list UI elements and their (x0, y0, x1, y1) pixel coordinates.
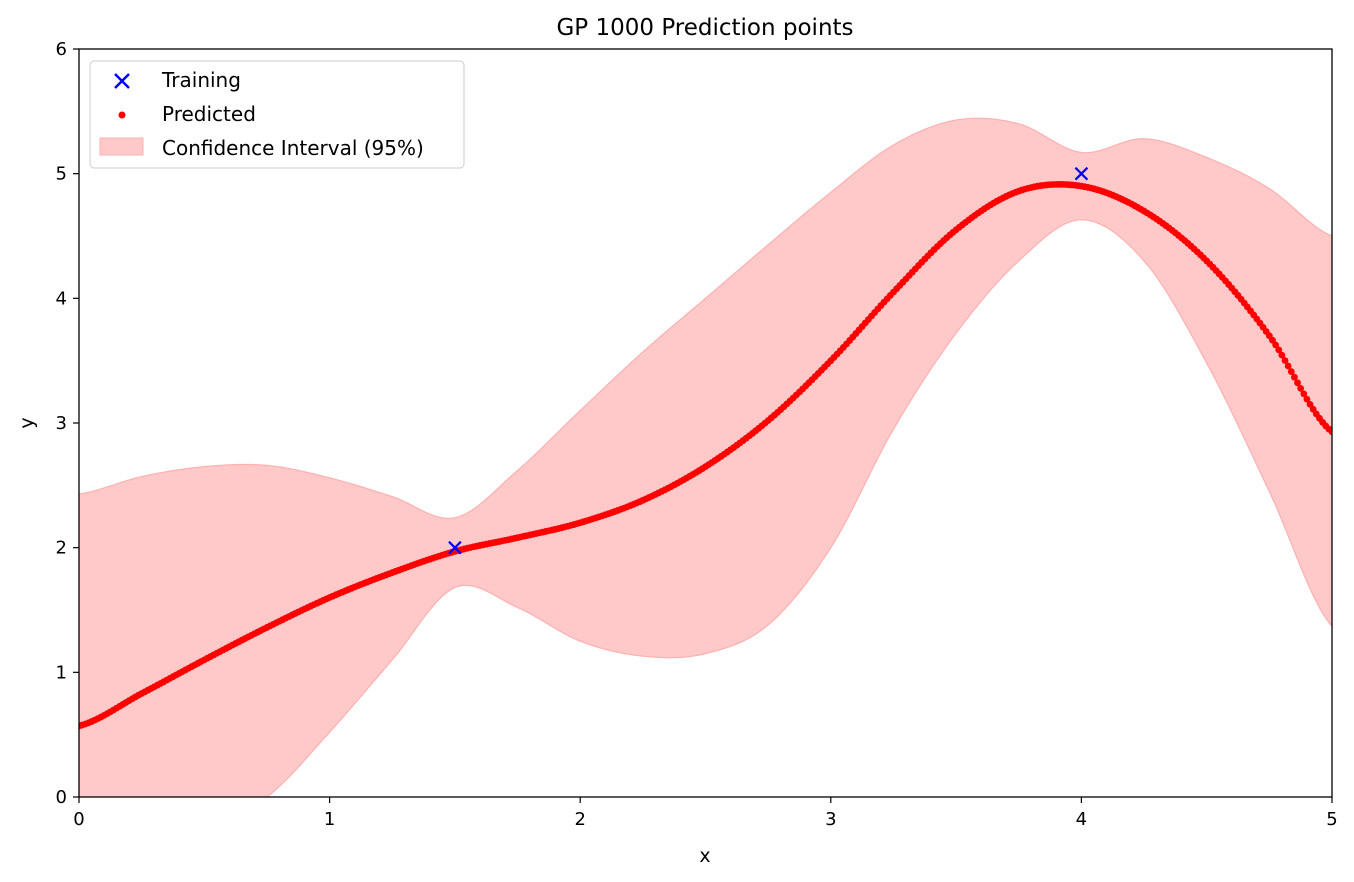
chart-title: GP 1000 Prediction points (556, 15, 853, 41)
training-point (448, 540, 462, 555)
predicted-point (1291, 373, 1298, 381)
x-ticks: 0 1 2 3 4 5 (73, 797, 1338, 830)
predicted-points-layer (79, 180, 1332, 730)
x-tick-label: 4 (1076, 809, 1087, 830)
x-tick-label: 2 (574, 809, 585, 830)
legend-predicted-label: Predicted (162, 102, 256, 126)
x-tick-label: 1 (324, 809, 335, 830)
y-tick-label: 1 (56, 662, 67, 683)
legend-confidence-label: Confidence Interval (95%) (162, 136, 424, 160)
y-tick-label: 3 (56, 413, 67, 434)
y-axis-label: y (16, 417, 38, 428)
predicted-point (1300, 390, 1308, 398)
confidence-band-layer (79, 117, 1332, 797)
predicted-point (1297, 385, 1305, 392)
predicted-point (1281, 357, 1289, 364)
y-tick-label: 5 (56, 164, 67, 185)
predicted-point (1328, 428, 1332, 436)
x-tick-label: 0 (73, 809, 84, 830)
predicted-point (1294, 379, 1301, 387)
training-point (1074, 166, 1089, 181)
predicted-point (1303, 395, 1311, 403)
x-tick-label: 3 (825, 809, 836, 830)
y-ticks: 0 1 2 3 4 5 6 (56, 39, 79, 808)
y-tick-label: 4 (56, 288, 67, 309)
legend-training-marker (114, 73, 130, 89)
predicted-point (1272, 341, 1280, 349)
y-tick-label: 0 (56, 787, 67, 808)
legend-training-label: Training (161, 68, 241, 92)
predicted-point (1306, 400, 1314, 408)
predicted-point (1275, 346, 1283, 354)
confidence-band (79, 117, 1332, 797)
legend-confidence-swatch (99, 137, 144, 156)
x-tick-label: 5 (1326, 809, 1337, 830)
legend-box (89, 60, 465, 169)
training-points-layer (448, 166, 1089, 555)
legend: Training Predicted Confidence Interval (… (89, 60, 465, 169)
y-tick-label: 2 (56, 538, 67, 559)
y-tick-label: 6 (56, 39, 67, 60)
legend-predicted-marker (118, 111, 126, 119)
predicted-point (1284, 362, 1292, 370)
predicted-point (1287, 368, 1295, 375)
predicted-point (1278, 351, 1286, 359)
x-axis-label: x (699, 845, 710, 867)
